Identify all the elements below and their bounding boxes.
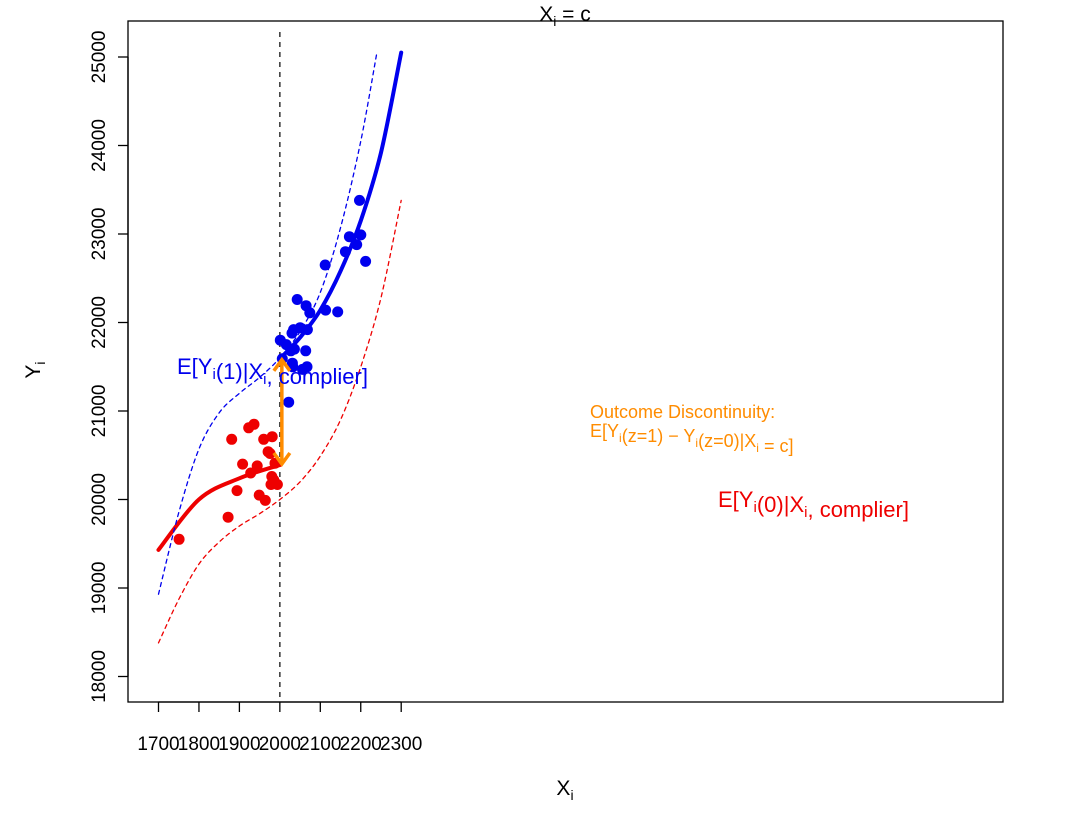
data-point (173, 533, 185, 545)
x-axis-label: Xi (556, 777, 573, 803)
data-point (283, 396, 295, 408)
data-point (231, 485, 243, 497)
x-tick-label: 2200 (340, 734, 382, 755)
arrow-head-top (272, 356, 292, 372)
data-point (301, 324, 313, 336)
data-point (251, 460, 263, 472)
data-point (351, 239, 363, 251)
data-point (291, 294, 303, 305)
y-tick-label: 21000 (89, 385, 110, 438)
data-point (222, 511, 234, 523)
data-point (319, 259, 331, 271)
bound-curve-3 (157, 199, 402, 644)
data-point (355, 229, 367, 241)
y-tick-label: 22000 (89, 296, 110, 349)
cutoff-label: Xi = c (539, 3, 591, 29)
data-point (226, 433, 238, 445)
data-point (320, 304, 332, 316)
y-tick-label: 24000 (89, 119, 110, 172)
y-axis-label: Yi (22, 361, 48, 378)
y-tick-label: 25000 (89, 31, 110, 84)
fitted-curves (156, 50, 404, 644)
data-point (248, 418, 260, 430)
data-point (264, 448, 276, 459)
discontinuity-formula: E[Yi(z=1) − Yi(z=0)|Xi = c] (590, 421, 793, 456)
y-tick-label: 19000 (89, 562, 110, 615)
data-point (266, 431, 278, 443)
data-point (360, 255, 372, 267)
data-point (258, 433, 270, 445)
annotations: E[Yi(1)|Xi, complier] E[Yi(0)|Xi, complie… (177, 354, 909, 522)
data-point (301, 361, 313, 373)
x-tick-label: 1800 (178, 734, 220, 755)
data-point (237, 458, 249, 470)
x-tick-label: 2300 (380, 734, 422, 755)
x-tick-label: 2000 (259, 734, 301, 755)
fit-curve-1 (277, 50, 404, 361)
x-tick-label: 1700 (137, 734, 179, 755)
data-point (300, 345, 312, 357)
discontinuity-arrow (272, 356, 292, 467)
data-points (173, 194, 372, 545)
y-tick-label: 18000 (89, 650, 110, 703)
bound-curve-2 (157, 51, 378, 595)
y-tick-label: 23000 (89, 208, 110, 261)
red-curve-label: E[Yi(0)|Xi, complier] (718, 487, 909, 522)
data-point (245, 467, 257, 479)
arrow-head-bottom (272, 451, 292, 467)
y-tick-label: 20000 (89, 473, 110, 526)
data-point (332, 306, 344, 318)
data-point (288, 343, 300, 355)
data-point (354, 194, 365, 206)
data-point (271, 479, 283, 490)
y-axis: 18000 19000 20000 21000 22000 23000 24000 25000 (89, 31, 129, 703)
x-tick-label: 1900 (218, 734, 260, 755)
blue-curve-label: E[Yi(1)|Xi, complier] (177, 354, 368, 389)
data-point (304, 307, 316, 319)
x-tick-label: 2100 (299, 734, 341, 755)
data-point (343, 231, 355, 243)
data-point (259, 494, 271, 506)
discontinuity-title: Outcome Discontinuity: (590, 402, 775, 422)
data-point (339, 246, 351, 258)
